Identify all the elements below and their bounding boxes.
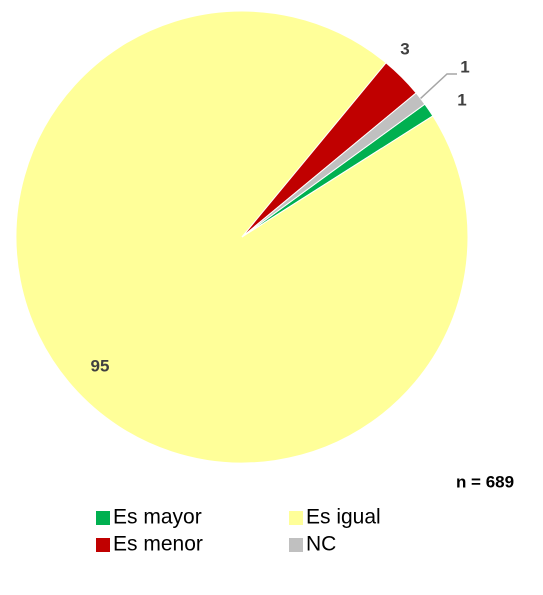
pie-slice [241,92,426,238]
legend-label: NC [306,533,336,556]
data-label: 1 [460,57,469,76]
legend-swatch [289,511,303,525]
data-label: 95 [91,356,110,375]
legend-label: Es menor [113,533,203,556]
data-label: 1 [457,90,466,109]
annotation: n = 689 [456,472,514,491]
legend-label: Es igual [306,506,381,529]
data-label: 3 [400,39,409,58]
leader-line [420,73,457,100]
legend-swatch [96,538,110,552]
legend-label: Es mayor [113,506,202,529]
legend-swatch [289,538,303,552]
legend-swatch [96,511,110,525]
